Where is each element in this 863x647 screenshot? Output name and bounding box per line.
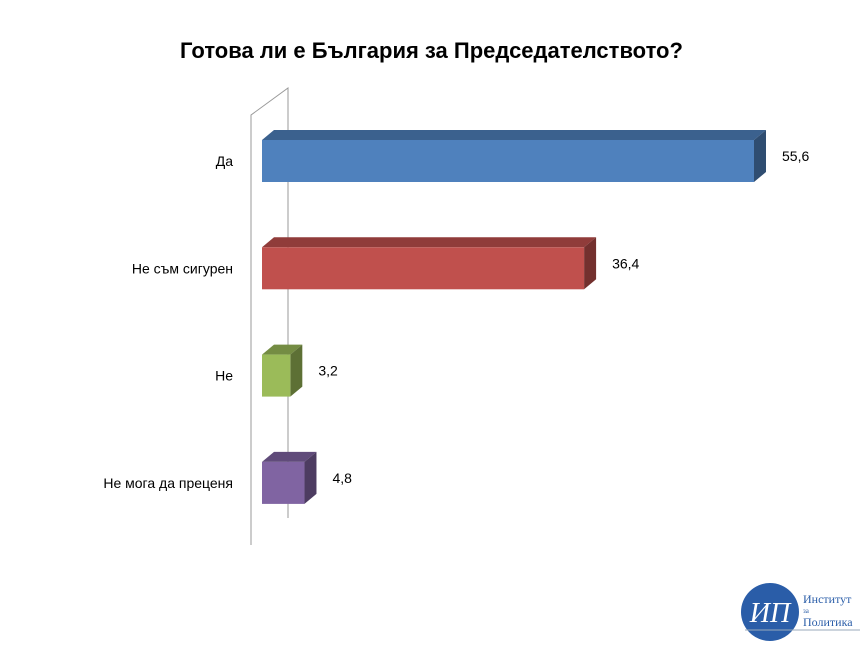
category-label: Да — [216, 153, 233, 169]
data-label: 55,6 — [782, 148, 809, 164]
logo-line3: Политика — [803, 615, 853, 629]
axis-wall — [250, 87, 289, 545]
bar-top — [262, 130, 766, 140]
bar — [262, 247, 585, 290]
bar-side — [754, 130, 766, 182]
category-label: Не мога да преценя — [103, 475, 233, 491]
bar-top — [262, 344, 303, 355]
bar — [262, 461, 305, 504]
category-label: Не съм сигурен — [132, 260, 233, 276]
bar-side — [584, 237, 597, 290]
data-label: 36,4 — [612, 255, 639, 271]
category-label: Не — [215, 368, 233, 384]
chart-title: Готова ли е България за Председателствот… — [180, 38, 683, 63]
bar-top — [262, 451, 317, 462]
data-label: 3,2 — [318, 363, 338, 379]
bar — [262, 354, 291, 397]
bar-side — [304, 451, 317, 504]
bar-side — [290, 344, 303, 397]
logo-line1: Институт — [803, 592, 852, 606]
bar-top — [262, 237, 597, 248]
bar — [262, 140, 754, 182]
data-label: 4,8 — [332, 470, 352, 486]
logo-line2: за — [803, 607, 809, 615]
